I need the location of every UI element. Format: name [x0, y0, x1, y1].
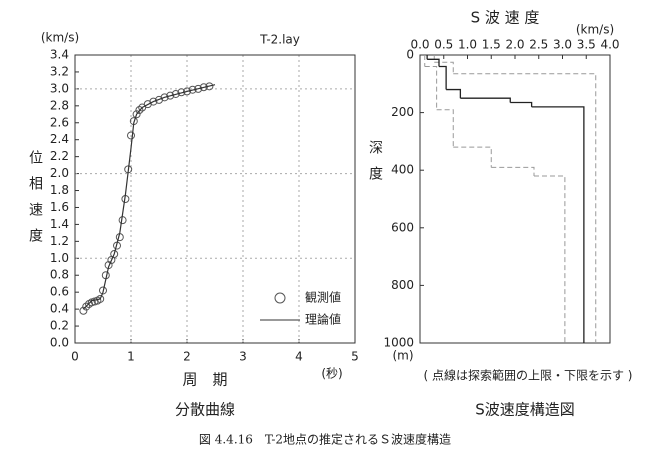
y-tick-label: 3.0 [50, 81, 69, 95]
y-unit: (km/s) [41, 31, 79, 45]
x-tick-label: 3.0 [553, 38, 572, 52]
data-point [132, 110, 141, 119]
x-tick-label: 4.0 [600, 38, 619, 52]
layer [439, 65, 447, 90]
x-tick-label: 2.0 [505, 38, 524, 52]
y-tick-label: 2.4 [50, 132, 69, 146]
y-tick-label: 400 [391, 163, 414, 177]
y-tick-label: 0 [406, 48, 414, 62]
caption: 分散曲線 [175, 401, 235, 419]
layer [460, 97, 511, 103]
y-tick-label: 2.2 [50, 149, 69, 163]
data-point [160, 93, 169, 102]
x-tick-label: 1.0 [458, 38, 477, 52]
y-label: 位相速度 [27, 150, 43, 254]
y-tick-label: 1000 [383, 336, 414, 350]
layer [510, 101, 533, 107]
line [82, 84, 216, 310]
data-point [199, 83, 208, 92]
y-tick-label: 200 [391, 105, 414, 119]
data-point [149, 97, 158, 106]
y-tick-label: 1.4 [50, 217, 69, 231]
figure-caption: 図 4.4.16 T-2地点の推定されるＳ波速度構造 [199, 432, 451, 447]
y-tick-label: 1.2 [50, 234, 69, 248]
y-tick-label: 2.6 [50, 115, 69, 129]
data-point [135, 106, 144, 115]
layer [427, 58, 440, 67]
layer [434, 61, 454, 74]
layer [531, 106, 585, 343]
y-tick-label: 2.8 [50, 98, 69, 112]
y-tick-label: 0.4 [50, 302, 69, 316]
data-point [96, 294, 105, 303]
data-point [194, 84, 203, 93]
x-tick-label: 4 [295, 350, 303, 364]
layer [446, 88, 462, 99]
x-tick-label: 3.5 [577, 38, 596, 52]
x-tick-label: 0.5 [434, 38, 453, 52]
x-label: 周 期 [182, 371, 227, 389]
x-tick-label: 1 [127, 350, 135, 364]
data-point [183, 87, 191, 96]
layer [436, 109, 454, 148]
data-point [82, 302, 91, 311]
x-tick-label: 0 [71, 350, 79, 364]
y-tick-label: 600 [391, 220, 414, 234]
data-point [110, 250, 119, 259]
x-tick-label: 0.0 [410, 38, 429, 52]
chart-title: S 波 速 度 [471, 9, 540, 27]
x-tick-label: 3 [239, 350, 247, 364]
layer [491, 166, 535, 176]
x-tick-label: 1.5 [482, 38, 501, 52]
plot-frame [74, 54, 356, 344]
data-point [99, 286, 107, 295]
note: ( 点線は探索範囲の上限・下限を示す ) [424, 368, 633, 383]
x-tick-label: 5 [351, 350, 359, 364]
plot-frame [419, 54, 611, 344]
chart-title: T-2.lay [259, 33, 300, 47]
layer [453, 73, 597, 343]
legend-marker [274, 292, 286, 304]
legend-label: 理論値 [305, 312, 341, 327]
y-tick-label: 0.2 [50, 319, 69, 333]
layer [453, 146, 492, 168]
y-tick-label: 3.4 [50, 48, 69, 62]
caption: S波速度構造図 [475, 401, 575, 419]
data-point [166, 91, 175, 100]
y-tick-label: 3.2 [50, 64, 69, 78]
y-tick-label: 2.0 [50, 166, 69, 180]
y-tick-label: 1.6 [50, 200, 69, 214]
x-unit: (km/s) [576, 23, 614, 37]
layer [534, 175, 566, 343]
data-point [127, 131, 135, 140]
y-tick-label: 1.0 [50, 251, 69, 265]
y-label: 深度 [367, 140, 383, 192]
legend-label: 観測値 [305, 290, 341, 305]
x-tick-label: 2.5 [529, 38, 548, 52]
y-tick-label: 1.8 [50, 183, 69, 197]
y-tick-label: 0.8 [50, 268, 69, 282]
data-point [79, 306, 88, 315]
y-tick-label: 0.6 [50, 285, 69, 299]
y-tick-label: 0.0 [50, 336, 69, 350]
x-tick-label: 2 [183, 350, 191, 364]
layer [424, 66, 438, 110]
y-unit: (m) [392, 349, 413, 363]
y-tick-label: 800 [391, 278, 414, 292]
x-unit: (秒) [321, 367, 342, 381]
